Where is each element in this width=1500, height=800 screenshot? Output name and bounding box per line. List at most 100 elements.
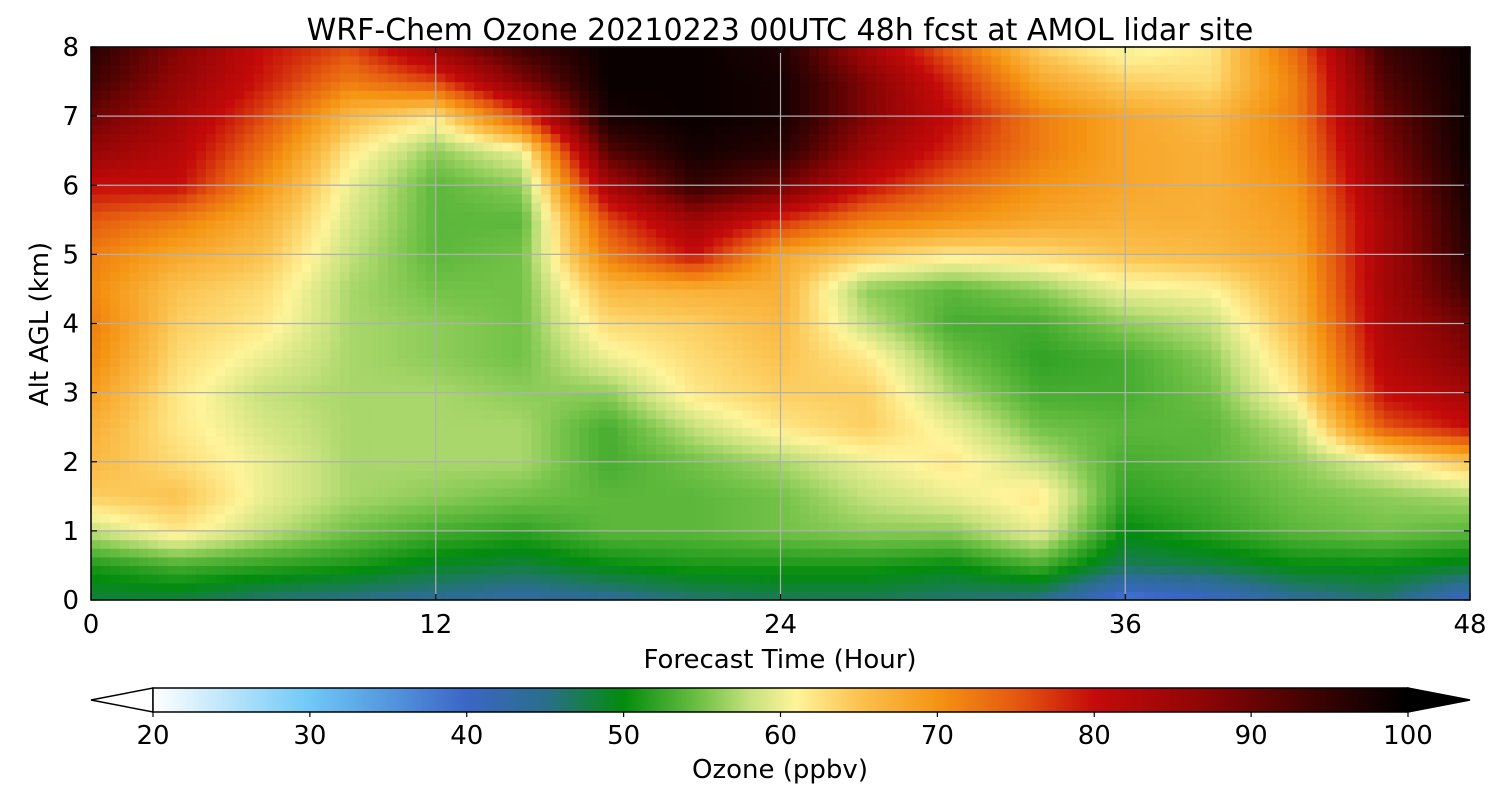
heatmap-cell xyxy=(1422,479,1433,489)
heatmap-cell xyxy=(167,340,178,351)
heatmap-cell xyxy=(435,297,446,307)
heatmap-cell xyxy=(292,383,303,394)
heatmap-cell xyxy=(1010,556,1021,567)
heatmap-cell xyxy=(196,401,207,411)
heatmap-cell xyxy=(627,565,638,575)
heatmap-cell xyxy=(138,513,150,523)
heatmap-cell xyxy=(282,366,293,376)
heatmap-cell xyxy=(1201,522,1213,532)
heatmap-cell xyxy=(416,556,427,567)
heatmap-cell xyxy=(1077,539,1088,549)
heatmap-cell xyxy=(1096,461,1107,471)
heatmap-cell xyxy=(1249,392,1260,402)
heatmap-cell xyxy=(943,314,954,325)
heatmap-cell xyxy=(847,297,858,307)
heatmap-cell xyxy=(1316,574,1327,584)
heatmap-cell xyxy=(1335,530,1347,541)
heatmap-cell xyxy=(569,591,580,600)
heatmap-cell xyxy=(1125,418,1136,428)
heatmap-cell xyxy=(301,366,312,376)
heatmap-cell xyxy=(1230,522,1241,532)
heatmap-cell xyxy=(1422,340,1433,351)
heatmap-cell xyxy=(205,323,217,333)
heatmap-cell xyxy=(464,582,475,592)
heatmap-cell xyxy=(483,358,494,368)
heatmap-cell xyxy=(608,340,619,351)
heatmap-cell xyxy=(818,504,829,515)
heatmap-cell xyxy=(1431,427,1442,437)
heatmap-cell xyxy=(1230,314,1241,325)
heatmap-cell xyxy=(1383,556,1394,567)
heatmap-cell xyxy=(588,366,600,376)
heatmap-cell xyxy=(244,582,255,592)
heatmap-cell xyxy=(1058,435,1069,446)
heatmap-cell xyxy=(981,427,992,437)
heatmap-cell xyxy=(636,383,648,394)
heatmap-cell xyxy=(981,323,992,333)
heatmap-cell xyxy=(962,349,973,359)
heatmap-cell xyxy=(1345,574,1356,584)
heatmap-cell xyxy=(1460,427,1470,437)
heatmap-cell xyxy=(253,556,264,567)
heatmap-cell xyxy=(550,530,561,541)
heatmap-cell xyxy=(895,513,906,523)
heatmap-cell xyxy=(1355,444,1366,454)
heatmap-cell xyxy=(1201,582,1213,592)
heatmap-cell xyxy=(301,582,312,592)
heatmap-cell xyxy=(445,383,456,394)
heatmap-cell xyxy=(464,401,475,411)
heatmap-cell xyxy=(1268,340,1280,351)
heatmap-cell xyxy=(368,574,379,584)
heatmap-cell xyxy=(876,358,887,368)
heatmap-cell xyxy=(541,306,552,316)
heatmap-cell xyxy=(167,349,178,359)
heatmap-cell xyxy=(1335,358,1347,368)
heatmap-cell xyxy=(569,444,580,454)
heatmap-cell xyxy=(656,409,667,420)
heatmap-cell xyxy=(952,349,964,359)
heatmap-cell xyxy=(550,409,561,420)
heatmap-cell xyxy=(1010,323,1021,333)
heatmap-cell xyxy=(1402,435,1414,446)
heatmap-cell xyxy=(407,504,418,515)
heatmap-cell xyxy=(1460,556,1470,567)
heatmap-cell xyxy=(1106,504,1117,515)
heatmap-cell xyxy=(588,409,600,420)
heatmap-cell xyxy=(1431,306,1442,316)
heatmap-cell xyxy=(1364,496,1375,506)
heatmap-cell xyxy=(1201,435,1213,446)
heatmap-cell xyxy=(675,332,686,342)
heatmap-cell xyxy=(100,444,111,454)
heatmap-cell xyxy=(387,435,399,446)
heatmap-cell xyxy=(129,375,140,385)
heatmap-cell xyxy=(282,591,293,600)
heatmap-cell xyxy=(1058,582,1069,592)
heatmap-cell xyxy=(100,332,111,342)
heatmap-cell xyxy=(1106,306,1117,316)
heatmap-cell xyxy=(627,479,638,489)
heatmap-cell xyxy=(158,427,169,437)
heatmap-cell xyxy=(933,479,944,489)
heatmap-cell xyxy=(110,530,121,541)
heatmap-cell xyxy=(1441,539,1452,549)
heatmap-cell xyxy=(684,401,695,411)
heatmap-cell xyxy=(368,461,379,471)
heatmap-cell xyxy=(972,409,983,420)
heatmap-cell xyxy=(1192,591,1203,600)
heatmap-cell xyxy=(541,513,552,523)
heatmap-cell xyxy=(703,556,715,567)
heatmap-cell xyxy=(818,401,829,411)
heatmap-cell xyxy=(177,548,188,558)
heatmap-cell xyxy=(790,470,801,480)
heatmap-cell xyxy=(263,487,274,497)
heatmap-cell xyxy=(359,461,370,471)
heatmap-cell xyxy=(981,565,992,575)
heatmap-cell xyxy=(426,349,437,359)
heatmap-cell xyxy=(991,409,1002,420)
heatmap-cell xyxy=(1402,479,1414,489)
heatmap-cell xyxy=(656,314,667,325)
heatmap-cell xyxy=(454,548,466,558)
heatmap-cell xyxy=(1086,383,1098,394)
heatmap-cell xyxy=(531,504,542,515)
heatmap-cell xyxy=(474,513,485,523)
